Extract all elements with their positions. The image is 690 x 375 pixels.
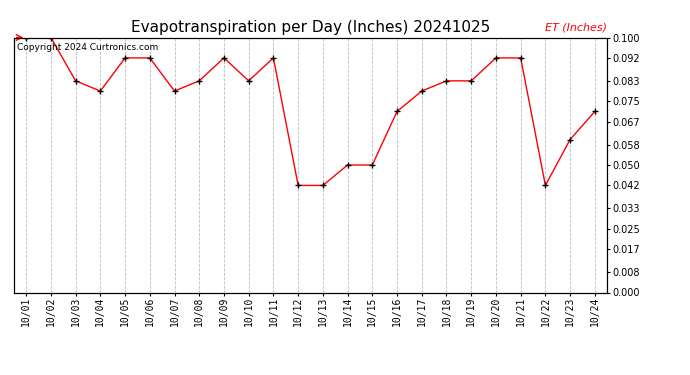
Text: Copyright 2024 Curtronics.com: Copyright 2024 Curtronics.com: [17, 43, 158, 52]
Title: Evapotranspiration per Day (Inches) 20241025: Evapotranspiration per Day (Inches) 2024…: [131, 20, 490, 35]
Text: ET (Inches): ET (Inches): [545, 22, 607, 32]
